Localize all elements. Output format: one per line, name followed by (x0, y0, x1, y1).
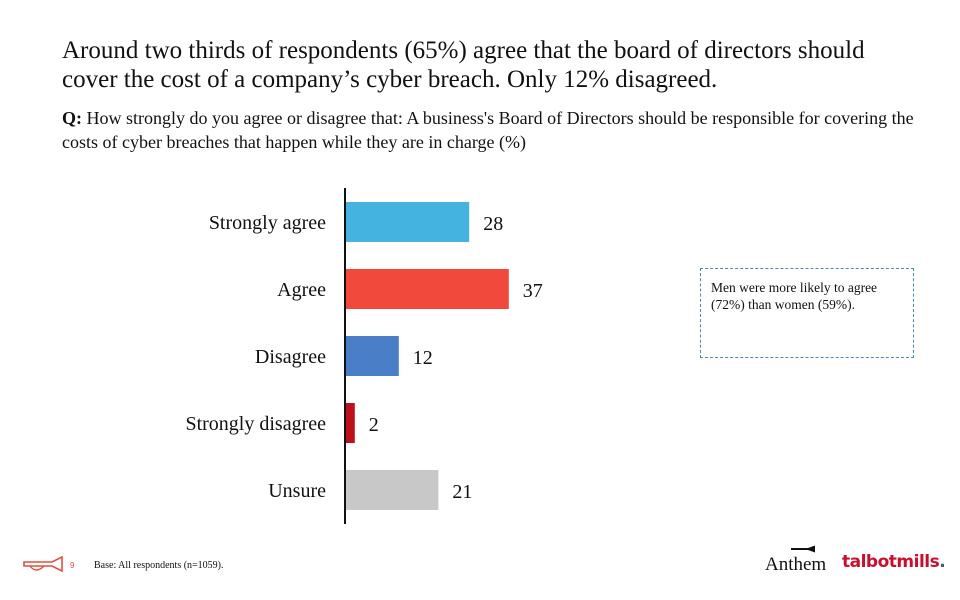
category-label-unsure: Unsure (268, 480, 326, 502)
base-note: Base: All respondents (n=1059). (94, 560, 224, 571)
value-label-strongly-disagree: 2 (369, 414, 379, 436)
bar-unsure (346, 470, 439, 510)
callout-note: Men were more likely to agree (72%) than… (700, 268, 914, 358)
anthem-logo: Anthem (765, 554, 827, 575)
bar-strongly-disagree (346, 403, 355, 443)
category-label-strongly-agree: Strongly agree (209, 212, 326, 234)
talbot-logo-part1: talbot (842, 552, 897, 572)
value-label-unsure: 21 (452, 481, 472, 503)
headline: Around two thirds of respondents (65%) a… (62, 37, 865, 93)
bar-strongly-agree (346, 202, 470, 242)
anthem-trumpet-icon (791, 545, 815, 553)
bar-agree (346, 269, 509, 309)
category-label-disagree: Disagree (255, 346, 326, 368)
question: Q: How strongly do you agree or disagree… (62, 106, 922, 154)
talbotmills-logo: talbotmills. (842, 552, 946, 572)
category-label-strongly-disagree: Strongly disagree (185, 413, 326, 435)
value-label-agree: 37 (523, 280, 543, 302)
talbot-logo-part2: mills (896, 552, 940, 572)
value-label-disagree: 12 (413, 347, 433, 369)
bar-disagree (346, 336, 399, 376)
bar-group: Strongly agree 28 Agree 37 Disagree 12 Strongl… (185, 202, 543, 510)
trumpet-logo-icon (23, 556, 63, 573)
category-label-agree: Agree (277, 279, 326, 301)
question-prefix: Q: (62, 108, 82, 128)
page-number: 9 (70, 561, 75, 570)
talbot-logo-dot: . (939, 552, 946, 572)
question-text: How strongly do you agree or disagree th… (62, 108, 914, 152)
value-label-strongly-agree: 28 (483, 213, 503, 235)
bar-chart: Strongly agree 28 Agree 37 Disagree 12 Strongl… (185, 188, 543, 524)
